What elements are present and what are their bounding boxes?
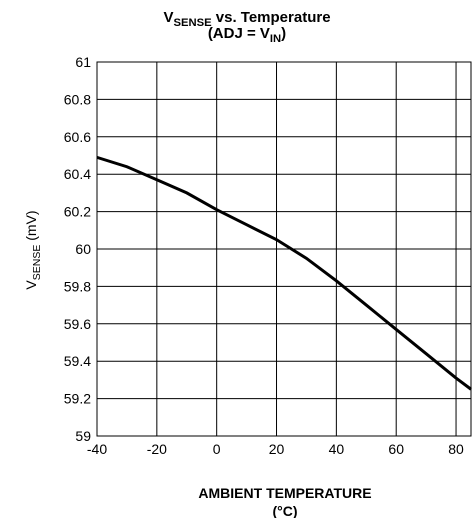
y-tick-label: 60.8 (64, 91, 91, 107)
text-part: (mV) (23, 210, 39, 244)
text-part: ) (281, 25, 286, 42)
x-tick-label: 40 (329, 441, 345, 457)
x-tick-label: -20 (147, 441, 167, 457)
y-tick-label: 60 (75, 241, 91, 257)
text-part: SENSE (173, 17, 212, 29)
x-tick-label: 60 (388, 441, 404, 457)
y-tick-label: 59.2 (64, 391, 91, 407)
y-tick-label: 59.8 (64, 278, 91, 294)
y-tick-label: 59.4 (64, 353, 91, 369)
y-tick-label: 61 (75, 54, 91, 70)
chart-title: VSENSE vs. Temperature (163, 9, 330, 29)
plot-frame (96, 61, 472, 437)
x-tick-label: -40 (87, 441, 107, 457)
y-tick-label: 60.4 (64, 166, 91, 182)
text-part: (ADJ = V (208, 25, 270, 42)
x-axis-unit: (°C) (272, 503, 297, 518)
x-tick-label: 20 (269, 441, 285, 457)
y-tick-label: 59.6 (64, 316, 91, 332)
y-axis-label: VSENSE (mV) (23, 210, 43, 289)
x-axis-label: AMBIENT TEMPERATURE (198, 485, 371, 501)
text-part: vs. Temperature (212, 9, 331, 26)
y-tick-label: 60.2 (64, 204, 91, 220)
y-tick-label: 60.6 (64, 129, 91, 145)
text-part: V (23, 280, 39, 290)
y-tick-label: 59 (75, 428, 91, 444)
x-tick-label: 0 (213, 441, 221, 457)
x-tick-label: 80 (448, 441, 464, 457)
text-part: V (163, 9, 173, 26)
data-line (96, 155, 472, 391)
chart-subtitle: (ADJ = VIN) (208, 25, 286, 45)
text-part: IN (270, 33, 281, 45)
text-part: SENSE (31, 245, 43, 281)
